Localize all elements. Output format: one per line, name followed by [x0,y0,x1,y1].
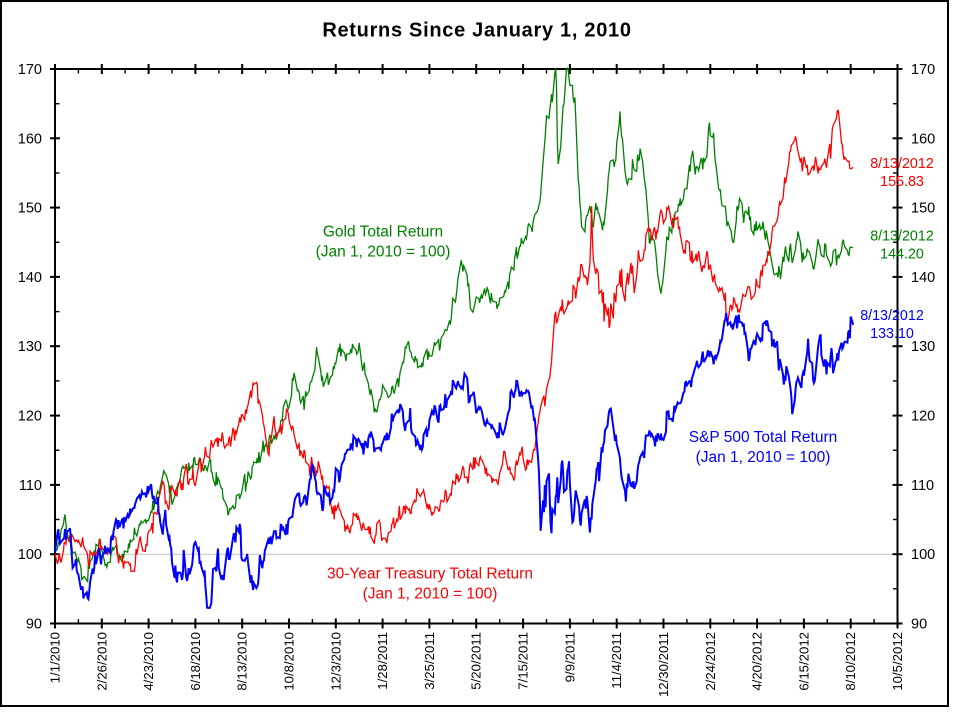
svg-text:6/15/2012: 6/15/2012 [796,632,811,691]
svg-text:11/4/2011: 11/4/2011 [609,632,624,689]
svg-text:100: 100 [18,547,42,563]
svg-text:120: 120 [911,409,935,425]
svg-text:144.20: 144.20 [880,247,924,263]
svg-text:130: 130 [911,339,935,355]
svg-text:12/30/2011: 12/30/2011 [656,632,671,697]
svg-text:140: 140 [18,270,42,286]
svg-text:2/24/2012: 2/24/2012 [703,632,718,691]
svg-text:110: 110 [19,478,42,494]
svg-text:5/20/2011: 5/20/2011 [469,632,484,690]
svg-text:155.83: 155.83 [880,174,924,190]
svg-text:6/18/2010: 6/18/2010 [188,632,203,691]
svg-text:170: 170 [18,62,42,78]
svg-text:4/23/2010: 4/23/2010 [141,632,156,691]
svg-text:8/13/2012: 8/13/2012 [870,229,934,245]
svg-text:100: 100 [911,547,935,563]
svg-text:3/25/2011: 3/25/2011 [422,632,437,690]
svg-text:170: 170 [911,62,935,78]
svg-text:12/3/2010: 12/3/2010 [328,632,343,691]
svg-text:150: 150 [911,201,935,217]
svg-text:10/8/2010: 10/8/2010 [282,632,297,691]
svg-text:8/13/2012: 8/13/2012 [860,308,924,324]
svg-text:9/9/2011: 9/9/2011 [562,632,577,682]
svg-text:10/5/2012: 10/5/2012 [890,632,905,691]
svg-text:120: 120 [18,409,42,425]
svg-text:160: 160 [18,131,42,147]
svg-text:150: 150 [18,201,42,217]
svg-text:1/1/2010: 1/1/2010 [48,632,63,683]
svg-text:(Jan 1, 2010 = 100): (Jan 1, 2010 = 100) [363,586,498,603]
svg-text:90: 90 [26,617,42,633]
svg-text:2/26/2010: 2/26/2010 [94,632,109,691]
svg-text:7/15/2011: 7/15/2011 [516,632,531,690]
svg-text:(Jan 1, 2010 = 100): (Jan 1, 2010 = 100) [696,449,831,466]
svg-text:4/20/2012: 4/20/2012 [750,632,765,691]
svg-text:Gold Total Return: Gold Total Return [323,223,443,240]
svg-text:(Jan 1, 2010 = 100): (Jan 1, 2010 = 100) [316,243,451,260]
svg-text:S&P 500 Total Return: S&P 500 Total Return [689,429,838,446]
svg-text:8/13/2012: 8/13/2012 [870,156,934,172]
svg-text:160: 160 [911,131,935,147]
svg-text:1/28/2011: 1/28/2011 [375,632,390,690]
svg-text:133.10: 133.10 [870,326,914,342]
svg-text:8/13/2010: 8/13/2010 [235,632,250,691]
svg-text:8/10/2012: 8/10/2012 [843,632,858,691]
svg-text:130: 130 [18,339,42,355]
svg-text:30-Year Treasury Total Return: 30-Year Treasury Total Return [327,566,533,583]
svg-text:140: 140 [911,270,935,286]
svg-text:Returns Since January 1, 2010: Returns Since January 1, 2010 [322,20,631,42]
svg-text:110: 110 [911,478,934,494]
svg-text:90: 90 [911,617,927,633]
